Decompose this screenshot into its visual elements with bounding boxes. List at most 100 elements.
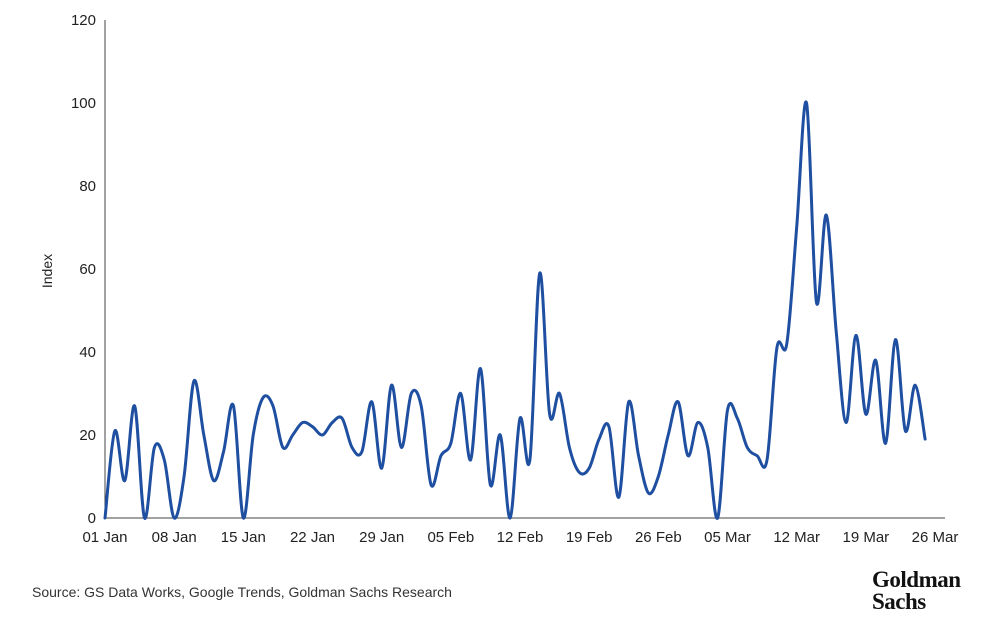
x-tick-label: 26 Feb — [635, 529, 682, 546]
data-point — [696, 421, 699, 424]
data-point — [212, 479, 215, 482]
data-point — [845, 421, 848, 424]
data-point — [123, 479, 126, 482]
data-point — [538, 272, 541, 275]
data-point — [420, 404, 423, 407]
data-point — [805, 102, 808, 105]
y-tick-label: 120 — [71, 12, 96, 29]
data-point — [301, 421, 304, 424]
data-point — [262, 396, 265, 399]
data-point — [291, 434, 294, 437]
data-point — [677, 400, 680, 403]
series-line — [103, 100, 927, 520]
data-point — [509, 517, 512, 520]
data-point — [825, 214, 828, 217]
data-point — [785, 342, 788, 345]
data-point — [183, 475, 186, 478]
data-point — [331, 421, 334, 424]
y-tick-label: 0 — [88, 510, 96, 527]
data-point — [222, 450, 225, 453]
data-point — [716, 517, 719, 520]
data-point — [854, 334, 857, 337]
data-point — [578, 471, 581, 474]
data-point — [321, 434, 324, 437]
data-point — [153, 446, 156, 449]
data-point — [449, 442, 452, 445]
data-point — [173, 517, 176, 520]
data-point — [617, 496, 620, 499]
data-point — [271, 404, 274, 407]
x-tick-label: 19 Feb — [566, 529, 613, 546]
data-point — [874, 359, 877, 362]
y-tick-label: 80 — [79, 178, 96, 195]
data-point — [736, 417, 739, 420]
data-point — [775, 346, 778, 349]
data-point — [459, 392, 462, 395]
data-point — [568, 446, 571, 449]
data-point — [894, 338, 897, 341]
y-tick-label: 40 — [79, 344, 96, 361]
data-point — [489, 483, 492, 486]
data-point — [756, 454, 759, 457]
data-point — [686, 454, 689, 457]
y-tick-label: 60 — [79, 261, 96, 278]
data-point — [519, 417, 522, 420]
data-point — [390, 384, 393, 387]
x-tick-label: 22 Jan — [290, 529, 335, 546]
data-point — [864, 413, 867, 416]
data-point — [281, 446, 284, 449]
data-point — [242, 517, 245, 520]
data-point — [143, 517, 146, 520]
data-point — [548, 413, 551, 416]
data-point — [835, 330, 838, 333]
logo-line-1: Goldman — [872, 567, 961, 592]
data-point — [795, 226, 798, 229]
x-tick-label: 15 Jan — [221, 529, 266, 546]
data-point — [192, 380, 195, 383]
data-point — [598, 438, 601, 441]
x-tick-label: 12 Mar — [773, 529, 820, 546]
data-point — [499, 434, 502, 437]
x-tick-label: 01 Jan — [82, 529, 127, 546]
y-axis-title: Index — [39, 254, 55, 288]
data-point — [430, 483, 433, 486]
data-point — [657, 475, 660, 478]
data-point — [914, 384, 917, 387]
x-tick-label: 12 Feb — [497, 529, 544, 546]
data-point — [904, 429, 907, 432]
data-point — [627, 400, 630, 403]
data-point — [341, 417, 344, 420]
data-point — [370, 400, 373, 403]
data-point — [746, 446, 749, 449]
data-point — [637, 454, 640, 457]
data-point — [104, 517, 107, 520]
y-tick-label: 100 — [71, 95, 96, 112]
data-point — [439, 454, 442, 457]
x-tick-label: 08 Jan — [152, 529, 197, 546]
data-point — [667, 434, 670, 437]
data-point — [706, 446, 709, 449]
data-point — [410, 392, 413, 395]
data-point — [815, 301, 818, 304]
data-point — [163, 458, 166, 461]
source-note: Source: GS Data Works, Google Trends, Go… — [32, 584, 452, 600]
data-point — [766, 458, 769, 461]
data-point — [726, 409, 729, 412]
data-point — [528, 458, 531, 461]
data-point — [558, 392, 561, 395]
data-point — [351, 446, 354, 449]
data-point — [232, 404, 235, 407]
y-tick-label: 20 — [79, 427, 96, 444]
logo-line-2: Sachs — [872, 589, 926, 614]
data-point — [133, 404, 136, 407]
data-point — [588, 467, 591, 470]
data-point — [400, 446, 403, 449]
goldman-sachs-logo: Goldman Sachs — [872, 567, 972, 614]
data-point — [380, 467, 383, 470]
data-point — [924, 438, 927, 441]
data-point — [647, 492, 650, 495]
x-tick-label: 26 Mar — [912, 529, 959, 546]
data-point — [479, 367, 482, 370]
line-chart: 0 20 40 60 80 100 120 01 Jan 08 Jan 15 Jan 22 Jan 2… — [39, 12, 959, 546]
x-tick-label: 05 Mar — [704, 529, 751, 546]
